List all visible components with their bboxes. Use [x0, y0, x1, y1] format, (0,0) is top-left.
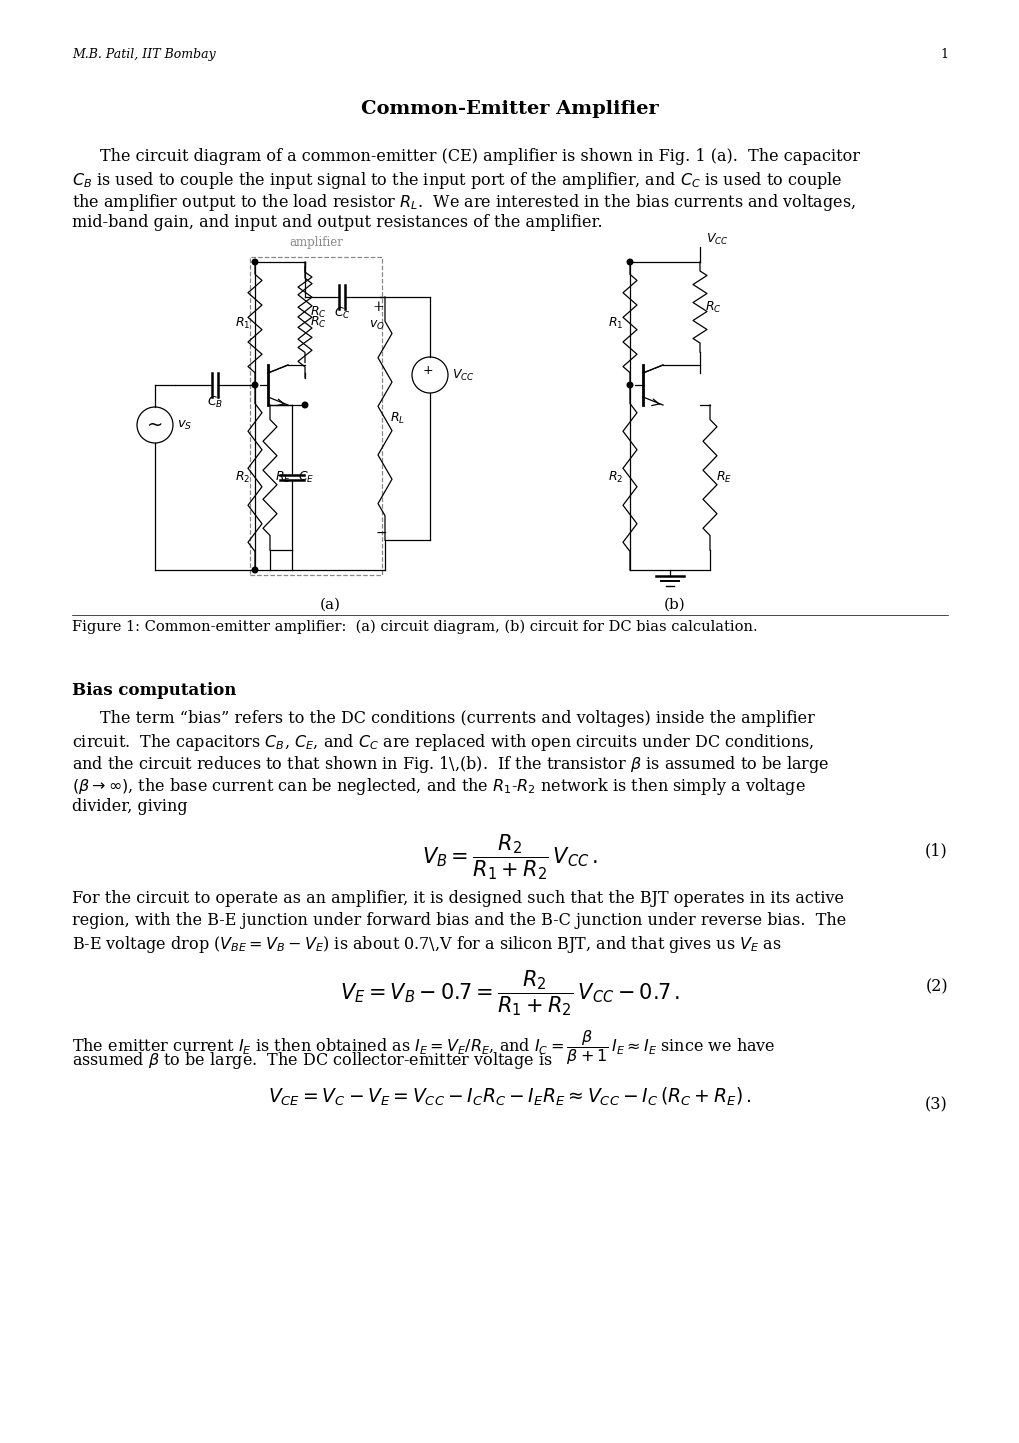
Text: divider, giving: divider, giving [72, 798, 187, 815]
Text: Common-Emitter Amplifier: Common-Emitter Amplifier [361, 100, 658, 118]
Circle shape [302, 403, 308, 408]
Text: (b): (b) [663, 597, 685, 612]
Text: $C_C$: $C_C$ [334, 306, 351, 322]
Text: $C_B$ is used to couple the input signal to the input port of the amplifier, and: $C_B$ is used to couple the input signal… [72, 170, 842, 190]
Text: The term “bias” refers to the DC conditions (currents and voltages) inside the a: The term “bias” refers to the DC conditi… [100, 710, 814, 727]
Text: mid-band gain, and input and output resistances of the amplifier.: mid-band gain, and input and output resi… [72, 214, 602, 231]
Text: $V_B = \dfrac{R_2}{R_1+R_2}\,V_{CC}\,.$: $V_B = \dfrac{R_2}{R_1+R_2}\,V_{CC}\,.$ [422, 833, 597, 882]
Circle shape [252, 382, 258, 388]
Text: $R_E$: $R_E$ [275, 470, 290, 485]
Text: $R_2$: $R_2$ [234, 470, 250, 485]
Text: (3): (3) [924, 1097, 947, 1113]
Text: $C_B$: $C_B$ [207, 395, 223, 410]
Circle shape [627, 260, 632, 266]
Text: +: + [422, 365, 433, 378]
Circle shape [627, 382, 632, 388]
Text: $v_S$: $v_S$ [177, 418, 193, 431]
Text: $R_C$: $R_C$ [310, 304, 326, 320]
Text: The emitter current $I_E$ is then obtained as $I_E = V_E/R_E$, and $I_C = \dfrac: The emitter current $I_E$ is then obtain… [72, 1027, 774, 1066]
Text: $-$: $-$ [375, 525, 387, 540]
Circle shape [252, 567, 258, 573]
Text: $V_{CE} = V_C - V_E = V_{CC} - I_C R_C - I_E R_E \approx V_{CC} - I_C\,(R_C + R_: $V_{CE} = V_C - V_E = V_{CC} - I_C R_C -… [268, 1087, 751, 1108]
Text: and the circuit reduces to that shown in Fig. 1\,(b).  If the transistor $\beta$: and the circuit reduces to that shown in… [72, 755, 828, 775]
Text: $V_E = V_B - 0.7 = \dfrac{R_2}{R_1+R_2}\,V_{CC} - 0.7\,.$: $V_E = V_B - 0.7 = \dfrac{R_2}{R_1+R_2}\… [339, 968, 680, 1017]
Text: The circuit diagram of a common-emitter (CE) amplifier is shown in Fig. 1 (a).  : The circuit diagram of a common-emitter … [100, 149, 859, 165]
Text: circuit.  The capacitors $C_B$, $C_E$, and $C_C$ are replaced with open circuits: circuit. The capacitors $C_B$, $C_E$, an… [72, 732, 813, 753]
Text: ~: ~ [147, 416, 163, 434]
Text: 1: 1 [940, 48, 947, 61]
Text: the amplifier output to the load resistor $R_L$.  We are interested in the bias : the amplifier output to the load resisto… [72, 192, 855, 214]
Text: $R_E$: $R_E$ [715, 470, 732, 485]
Text: $(\beta \to \infty)$, the base current can be neglected, and the $R_1$-$R_2$ net: $(\beta \to \infty)$, the base current c… [72, 776, 805, 797]
Text: M.B. Patil, IIT Bombay: M.B. Patil, IIT Bombay [72, 48, 216, 61]
Text: (1): (1) [924, 843, 947, 859]
Text: region, with the B-E junction under forward bias and the B-C junction under reve: region, with the B-E junction under forw… [72, 912, 846, 929]
Text: assumed $\beta$ to be large.  The DC collector-emitter voltage is: assumed $\beta$ to be large. The DC coll… [72, 1051, 552, 1071]
Text: $C_E$: $C_E$ [298, 470, 314, 485]
Text: $R_C$: $R_C$ [704, 300, 721, 315]
Text: amplifier: amplifier [288, 237, 342, 250]
Text: $V_{CC}$: $V_{CC}$ [705, 232, 728, 247]
Text: Bias computation: Bias computation [72, 683, 236, 698]
Text: $R_C$: $R_C$ [310, 315, 326, 330]
Text: $R_1$: $R_1$ [607, 316, 623, 330]
Text: Figure 1: Common-emitter amplifier:  (a) circuit diagram, (b) circuit for DC bia: Figure 1: Common-emitter amplifier: (a) … [72, 620, 757, 635]
Text: $R_2$: $R_2$ [607, 470, 623, 485]
Text: For the circuit to operate as an amplifier, it is designed such that the BJT ope: For the circuit to operate as an amplifi… [72, 890, 843, 908]
Text: (a): (a) [319, 597, 340, 612]
Text: (2): (2) [924, 978, 947, 996]
Circle shape [252, 260, 258, 266]
Text: $V_{CC}$: $V_{CC}$ [451, 368, 474, 382]
Text: $v_O$: $v_O$ [369, 319, 384, 332]
Text: $R_L$: $R_L$ [389, 411, 405, 426]
Text: B-E voltage drop ($V_{BE} = V_B - V_E$) is about 0.7\,V for a silicon BJT, and t: B-E voltage drop ($V_{BE} = V_B - V_E$) … [72, 934, 781, 955]
Text: $R_1$: $R_1$ [234, 316, 251, 330]
Text: +: + [373, 300, 384, 315]
